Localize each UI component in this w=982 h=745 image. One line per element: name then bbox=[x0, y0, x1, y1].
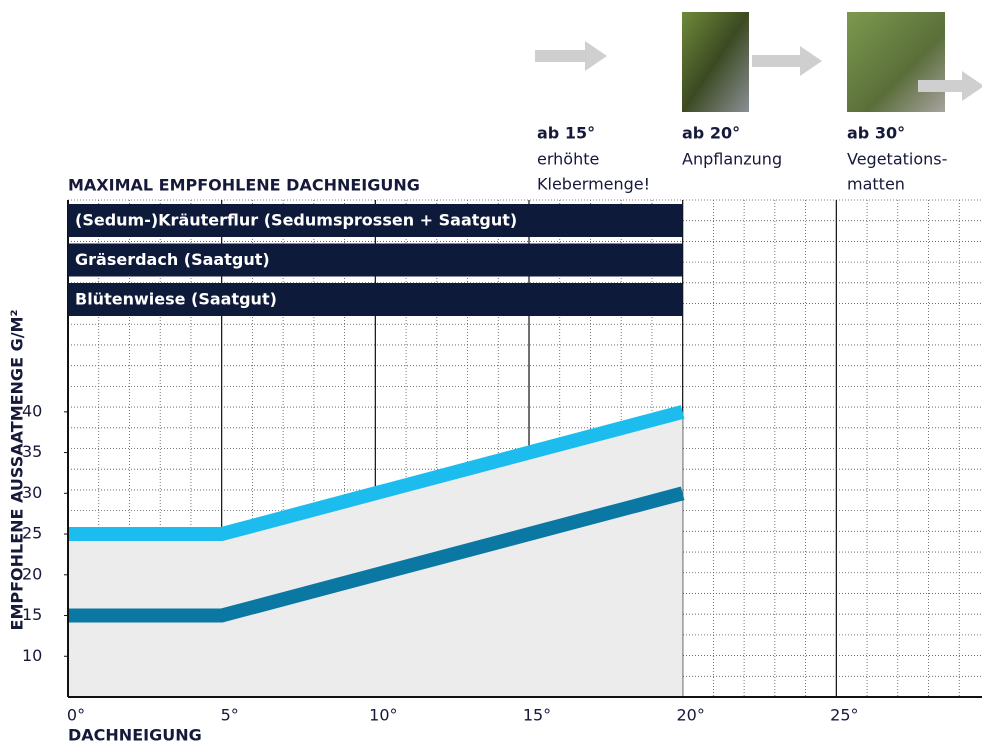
annotation-text: erhöhte bbox=[537, 150, 599, 169]
x-tick-label: 25° bbox=[830, 706, 858, 725]
x-tick-label: 0° bbox=[67, 706, 85, 725]
y-tick-label: 35 bbox=[22, 442, 42, 461]
annotation-heading: ab 20° bbox=[682, 124, 740, 143]
arrow bbox=[752, 46, 822, 76]
annotation-heading: ab 15° bbox=[537, 124, 595, 143]
band-label: Blütenwiese (Saatgut) bbox=[75, 290, 277, 309]
photo bbox=[847, 12, 945, 112]
band-label: (Sedum-)Kräuterflur (Sedumsprossen + Saa… bbox=[75, 211, 517, 230]
band bbox=[68, 204, 683, 237]
y-axis-label: EMPFOHLENE AUSSAATMENGE G/M² bbox=[8, 310, 27, 631]
arrow bbox=[918, 71, 982, 101]
x-axis-label: DACHNEIGUNG bbox=[68, 726, 202, 745]
x-tick-label: 20° bbox=[676, 706, 704, 725]
x-tick-label: 15° bbox=[523, 706, 551, 725]
annotation-text: matten bbox=[847, 175, 905, 194]
y-tick-label: 40 bbox=[22, 401, 42, 420]
series-line bbox=[68, 486, 685, 623]
band bbox=[68, 243, 683, 277]
annotation-heading: ab 30° bbox=[847, 124, 905, 143]
area bbox=[68, 411, 683, 697]
annotation-text: Vegetations- bbox=[847, 150, 947, 169]
band bbox=[68, 283, 683, 316]
y-tick-label: 20 bbox=[22, 564, 42, 583]
arrow bbox=[535, 41, 607, 71]
annotation-text: Klebermenge! bbox=[537, 175, 650, 194]
annotation-text: Anpflanzung bbox=[682, 150, 782, 169]
chart-title: MAXIMAL EMPFOHLENE DACHNEIGUNG bbox=[68, 176, 420, 195]
y-tick-label: 15 bbox=[22, 605, 42, 624]
photo bbox=[682, 12, 749, 112]
y-tick-label: 30 bbox=[22, 483, 42, 502]
series-line bbox=[68, 405, 685, 542]
y-tick-label: 10 bbox=[22, 646, 42, 665]
x-tick-label: 10° bbox=[369, 706, 397, 725]
band-label: Gräserdach (Saatgut) bbox=[75, 250, 270, 269]
y-tick-label: 25 bbox=[22, 524, 42, 543]
x-tick-label: 5° bbox=[221, 706, 239, 725]
